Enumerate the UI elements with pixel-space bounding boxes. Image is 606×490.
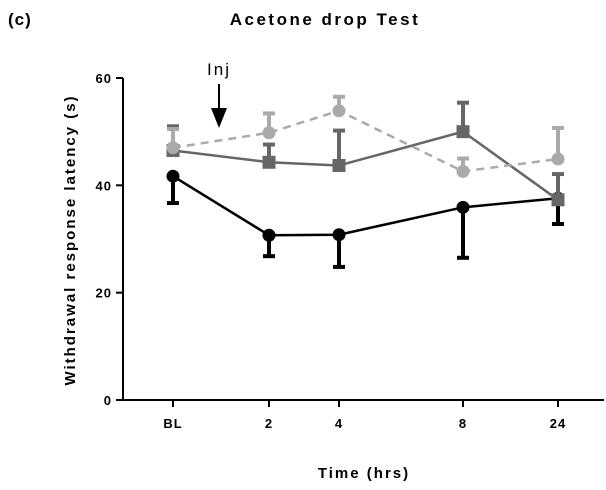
chart-title: Acetone drop Test [230, 10, 420, 29]
data-point [262, 126, 276, 140]
injection-arrow-head [211, 108, 227, 128]
x-ticks: BL 2 4 8 24 [163, 400, 566, 431]
y-tick-label: 0 [104, 393, 112, 408]
data-point [551, 193, 565, 207]
series-line [172, 130, 559, 201]
y-tick-label: 40 [96, 178, 112, 193]
panel-label: (c) [8, 10, 32, 29]
x-tick-label: 4 [335, 416, 343, 431]
series-1 [166, 169, 565, 269]
y-tick-label: 20 [96, 286, 112, 301]
y-axis-label: Withdrawal response latency (s) [62, 94, 79, 385]
x-tick-label: 24 [550, 416, 566, 431]
series-3 [166, 94, 565, 178]
data-point [456, 125, 470, 139]
series-line [172, 175, 559, 237]
x-axis-label: Time (hrs) [318, 465, 410, 482]
x-tick-label: 8 [459, 416, 467, 431]
data-point [166, 169, 180, 183]
data-point [332, 228, 346, 242]
y-tick-label: 60 [96, 71, 112, 86]
data-point [262, 155, 276, 169]
series-2 [166, 100, 565, 207]
data-point [262, 228, 276, 242]
data-point [166, 141, 180, 155]
data-point [332, 104, 346, 118]
x-tick-label: 2 [265, 416, 273, 431]
injection-label: Inj [207, 60, 231, 79]
data-point [456, 200, 470, 214]
data-point [332, 158, 346, 172]
series-line [172, 109, 559, 173]
data-point [551, 152, 565, 166]
y-ticks: 0 20 40 60 [96, 71, 123, 408]
x-tick-label: BL [163, 416, 182, 431]
injection-annotation: Inj [207, 60, 231, 128]
series-layer [166, 94, 565, 269]
data-point [456, 164, 470, 178]
